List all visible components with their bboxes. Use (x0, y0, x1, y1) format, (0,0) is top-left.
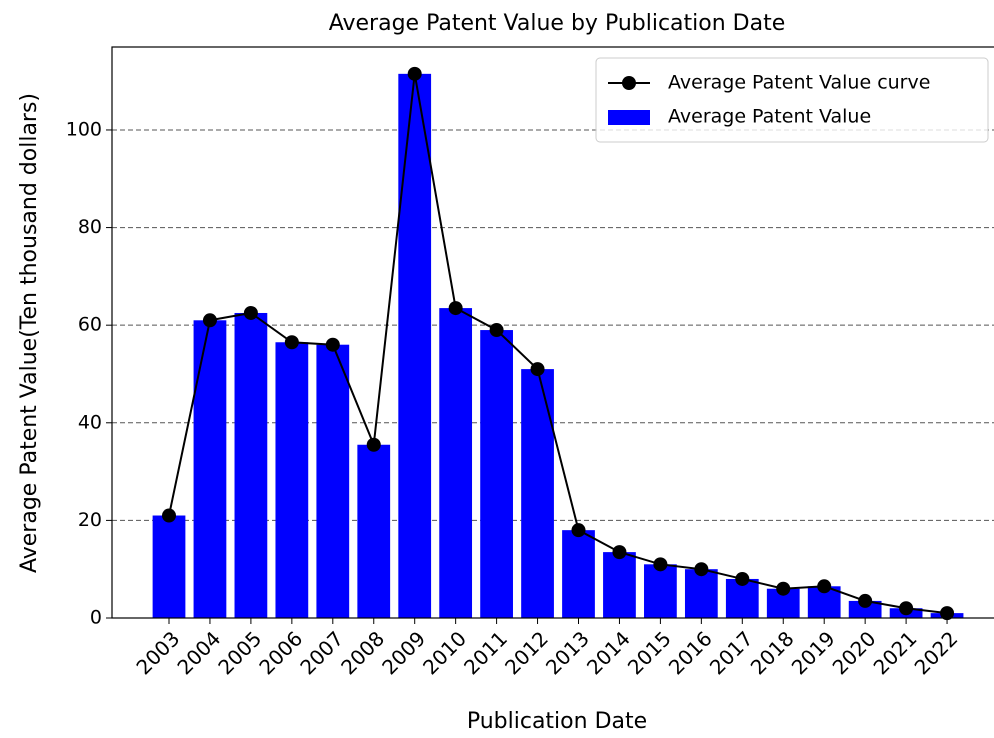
bar (480, 330, 513, 618)
line-marker (571, 523, 586, 538)
x-tick-label: 2019 (787, 626, 840, 679)
x-tick-label: 2012 (500, 626, 553, 679)
line-marker (489, 323, 504, 338)
y-tick-label: 80 (78, 216, 102, 238)
x-tick-label: 2020 (828, 626, 881, 679)
y-axis-label: Average Patent Value(Ten thousand dollar… (17, 93, 42, 573)
x-tick-label: 2015 (623, 626, 676, 679)
y-tick-label: 20 (78, 509, 102, 531)
line-marker (202, 313, 217, 328)
bar (275, 342, 309, 618)
line-marker (325, 337, 340, 352)
bar (684, 569, 718, 618)
line-marker (817, 579, 832, 594)
x-tick-label: 2009 (377, 626, 430, 679)
bar (603, 552, 636, 618)
bar (357, 444, 391, 618)
bar (644, 564, 677, 618)
x-tick-label: 2018 (746, 626, 799, 679)
line-marker (612, 545, 627, 560)
x-tick-label: 2013 (541, 626, 594, 679)
line-marker (694, 562, 709, 577)
chart-title: Average Patent Value by Publication Date (329, 11, 786, 36)
line-marker (530, 362, 545, 377)
line-marker (858, 593, 873, 608)
y-tick-label: 60 (78, 314, 102, 336)
x-tick-label: 2014 (582, 626, 635, 679)
bar (521, 369, 554, 618)
x-axis-label: Publication Date (467, 709, 647, 734)
line-marker (899, 601, 914, 616)
plot-frame (111, 46, 994, 619)
x-tick-label: 2022 (910, 626, 963, 679)
bar (398, 73, 432, 619)
bar (562, 530, 595, 618)
x-tick-label: 2011 (459, 626, 512, 679)
bar (848, 600, 882, 618)
x-tick-label: 2017 (705, 626, 758, 679)
line-marker (407, 66, 422, 81)
legend-label: Average Patent Value (668, 106, 871, 128)
legend-box (595, 57, 989, 143)
x-tick-label: 2005 (213, 626, 266, 679)
x-tick-label: 2007 (295, 626, 348, 679)
legend-swatch (622, 76, 636, 90)
legend-label: Average Patent Value curve (668, 72, 930, 94)
line-marker (776, 581, 791, 596)
line-marker (940, 606, 955, 621)
line-marker (448, 301, 463, 316)
bar (439, 308, 473, 618)
x-tick-label: 2006 (254, 626, 307, 679)
line-marker (162, 508, 176, 523)
bar (316, 344, 350, 618)
bar (193, 320, 227, 618)
bar (152, 515, 186, 618)
y-tick-label: 100 (66, 118, 102, 140)
x-tick-label: 2010 (418, 626, 471, 679)
y-tick-label: 40 (78, 411, 102, 433)
x-tick-label: 2021 (869, 626, 922, 679)
bar (234, 312, 268, 618)
legend-swatch (608, 110, 650, 125)
x-tick-label: 2008 (336, 626, 389, 679)
x-tick-label: 2016 (664, 626, 717, 679)
x-tick-label: 2004 (172, 626, 225, 679)
y-tick-label: 0 (90, 607, 102, 629)
x-tick-label: 2003 (131, 626, 184, 679)
line-marker (284, 335, 299, 350)
line-marker (243, 305, 258, 320)
line-marker (366, 437, 381, 452)
line-marker (735, 571, 750, 586)
line-marker (653, 557, 668, 572)
